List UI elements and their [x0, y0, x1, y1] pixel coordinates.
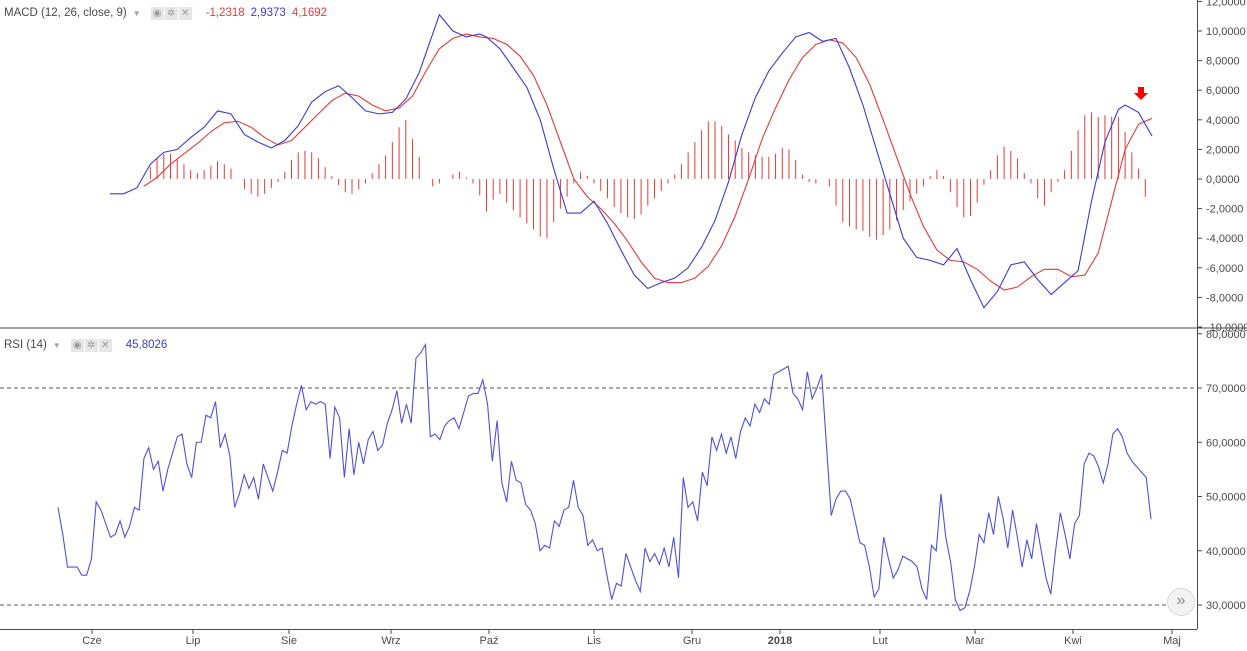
y-tick-label: 8,0000: [1206, 56, 1240, 68]
macd-legend[interactable]: MACD (12, 26, close, 9) ▼ ◉ ✲ ✕ -1,2318 …: [4, 5, 327, 21]
close-icon[interactable]: ✕: [178, 6, 192, 20]
macd-price-scale[interactable]: 12,0000 10,0000 8,0000 6,0000 4,0000 2,0000 0,…: [1197, 0, 1247, 334]
y-tick-label: 50,0000: [1206, 492, 1246, 504]
y-tick-label: -2,0000: [1206, 204, 1243, 216]
gear-icon[interactable]: ✲: [84, 338, 98, 352]
x-tick-label: Lip: [186, 635, 201, 647]
rsi-pane[interactable]: [0, 342, 1197, 612]
x-tick-label: Kwi: [1064, 635, 1082, 647]
macd-line: [110, 13, 1153, 309]
x-tick-label: Lis: [587, 635, 602, 647]
x-tick-label: Cze: [82, 635, 102, 647]
chevron-down-icon[interactable]: ▼: [52, 340, 61, 350]
rsi-value: 45,8026: [125, 339, 168, 351]
x-tick-label: Maj: [1163, 635, 1181, 647]
y-tick-label: 80,0000: [1206, 329, 1246, 341]
rsi-legend[interactable]: RSI (14) ▼ ◉ ✲ ✕ 45,8026: [4, 337, 167, 353]
macd-legend-title: MACD (12, 26, close, 9): [4, 7, 127, 19]
y-tick-label: 6,0000: [1206, 85, 1240, 97]
x-tick-label: Gru: [683, 635, 701, 647]
y-tick-label: 40,0000: [1206, 546, 1246, 558]
x-tick-label: Wrz: [381, 635, 400, 647]
macd-signal-line: [143, 33, 1153, 291]
y-tick-label: 70,0000: [1206, 383, 1246, 395]
macd-pane[interactable]: [110, 13, 1153, 309]
y-tick-label: 10,0000: [1206, 26, 1246, 38]
close-icon[interactable]: ✕: [98, 338, 112, 352]
down-arrow-icon: [1134, 87, 1148, 100]
gear-icon[interactable]: ✲: [164, 6, 178, 20]
y-tick-label: 30,0000: [1206, 600, 1246, 612]
double-chevron-right-icon: »: [1176, 592, 1186, 609]
y-tick-label: -6,0000: [1206, 263, 1243, 275]
scroll-to-realtime-button[interactable]: »: [1167, 588, 1195, 616]
x-tick-label: Paź: [480, 635, 499, 647]
y-tick-label: 0,0000: [1206, 174, 1240, 186]
y-tick-label: -8,0000: [1206, 292, 1243, 304]
y-tick-label: 4,0000: [1206, 115, 1240, 127]
rsi-legend-title: RSI (14): [4, 339, 47, 351]
macd-histogram: [149, 112, 1146, 240]
eye-icon[interactable]: ◉: [150, 6, 164, 20]
macd-value: 2,9373: [250, 7, 286, 19]
x-tick-label: Lut: [872, 635, 887, 647]
y-tick-label: 12,0000: [1206, 0, 1246, 8]
macd-signal-value: 4,1692: [291, 7, 328, 19]
eye-icon[interactable]: ◉: [70, 338, 84, 352]
rsi-price-scale[interactable]: 80,0000 70,0000 60,0000 50,0000 40,0000 30,00…: [1197, 329, 1246, 612]
y-tick-label: -4,0000: [1206, 233, 1243, 245]
x-tick-label: Mar: [966, 635, 985, 647]
time-scale[interactable]: Cze Lip Sie Wrz Paź Lis Gru 2018 Lut Mar Kwi Maj: [82, 629, 1181, 647]
x-tick-label: Sie: [281, 635, 297, 647]
macd-histogram-value: -1,2318: [205, 7, 245, 19]
x-tick-label: 2018: [768, 635, 792, 647]
rsi-line: [57, 342, 1152, 612]
y-tick-label: 2,0000: [1206, 144, 1240, 156]
y-tick-label: -10,0000: [1206, 322, 1247, 334]
chevron-down-icon[interactable]: ▼: [132, 8, 141, 18]
y-tick-label: 60,0000: [1206, 437, 1246, 449]
